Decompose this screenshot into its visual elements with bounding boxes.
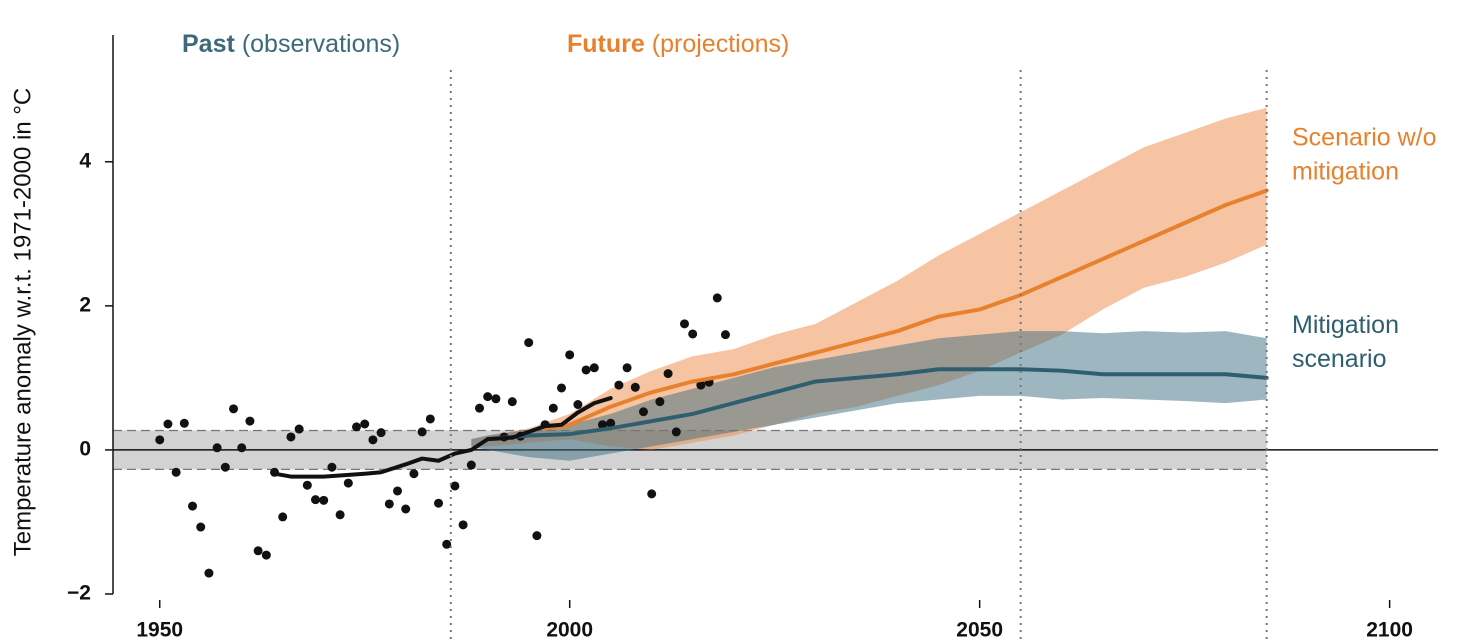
observation-point: [434, 498, 444, 508]
observation-point: [417, 427, 427, 437]
uncertainty-band: [471, 331, 1267, 461]
observation-point: [573, 400, 583, 410]
observation-point: [507, 397, 517, 407]
observation-point: [458, 520, 468, 530]
observation-point: [565, 350, 575, 360]
observation-point: [589, 363, 599, 373]
observation-point: [679, 319, 689, 329]
observation-point: [475, 403, 485, 413]
observation-point: [204, 568, 214, 578]
observation-point: [278, 512, 288, 522]
series-label-line: scenario: [1292, 345, 1387, 373]
observation-point: [261, 550, 271, 560]
observation-point: [425, 414, 435, 424]
observation-point: [360, 419, 370, 429]
observation-point: [671, 427, 681, 437]
observation-point: [696, 380, 706, 390]
observation-point: [237, 443, 247, 453]
observation-point: [155, 435, 165, 445]
series-label-line: Mitigation: [1292, 311, 1399, 339]
observation-point: [712, 293, 722, 303]
observation-point: [302, 480, 312, 490]
observation-point: [606, 418, 616, 428]
observation-point: [655, 397, 665, 407]
observation-point: [220, 462, 230, 472]
observation-point: [442, 539, 452, 549]
observation-point: [614, 380, 624, 390]
observation-point: [483, 392, 493, 402]
series-label: Scenario w/o mitigation: [1292, 123, 1437, 185]
observation-point: [630, 382, 640, 392]
observation-point: [622, 363, 632, 373]
series-label-line: Scenario w/o: [1292, 123, 1437, 151]
observation-point: [368, 435, 378, 445]
observation-point: [638, 407, 648, 417]
observation-point: [229, 404, 239, 414]
observation-point: [171, 467, 181, 477]
heading-rest: (observations): [242, 30, 400, 58]
observation-point: [556, 383, 566, 393]
observation-point: [179, 418, 189, 428]
uncertainty-band: [471, 107, 1267, 450]
observation-point: [688, 329, 698, 339]
y-tick-label: 4: [79, 149, 91, 172]
observation-point: [450, 481, 460, 491]
line: [543, 188, 1269, 431]
section-heading: Past (observations): [182, 30, 400, 58]
observation-point: [294, 424, 304, 434]
observation-point: [548, 403, 558, 413]
x-tick-label: 2100: [1366, 619, 1413, 642]
heading-bold: Future: [567, 30, 645, 58]
observation-point: [532, 531, 542, 541]
observation-point: [212, 443, 222, 453]
y-tick-label: −2: [67, 582, 91, 605]
observation-point: [491, 394, 501, 404]
line: [272, 396, 613, 479]
observation-point: [286, 432, 296, 442]
observation-point: [376, 428, 386, 438]
observation-point: [253, 546, 263, 556]
series-label-line: mitigation: [1292, 157, 1399, 185]
x-tick-label: 2000: [546, 619, 593, 642]
observation-point: [327, 462, 337, 472]
observation-point: [343, 478, 353, 488]
observation-point: [647, 489, 657, 499]
observation-point: [319, 495, 329, 505]
heading-bold: Past: [182, 30, 235, 58]
section-heading: Future (projections): [567, 30, 789, 58]
observation-point: [352, 422, 362, 432]
observation-point: [597, 420, 607, 430]
line: [485, 367, 1269, 442]
observation-point: [335, 510, 345, 520]
heading-rest: (projections): [652, 30, 790, 58]
y-tick-label: 2: [79, 293, 91, 316]
series-label: Mitigation scenario: [1292, 311, 1399, 373]
observation-point: [466, 460, 476, 470]
observation-point: [196, 522, 206, 532]
observation-point: [524, 338, 534, 348]
x-tick-label: 1950: [136, 619, 183, 642]
observation-point: [384, 499, 394, 509]
observation-point: [663, 369, 673, 379]
observation-point: [245, 416, 255, 426]
observation-point: [401, 504, 411, 514]
observation-point: [393, 486, 403, 496]
observation-point: [409, 469, 419, 479]
observation-point: [720, 330, 730, 340]
y-axis-label: Temperature anomaly w.r.t. 1971-2000 in …: [9, 88, 36, 557]
observation-point: [188, 501, 198, 511]
observation-point: [163, 419, 173, 429]
x-tick-label: 2050: [956, 619, 1003, 642]
observation-point: [581, 365, 591, 375]
observation-point: [311, 495, 321, 505]
y-tick-label: 0: [79, 437, 91, 460]
